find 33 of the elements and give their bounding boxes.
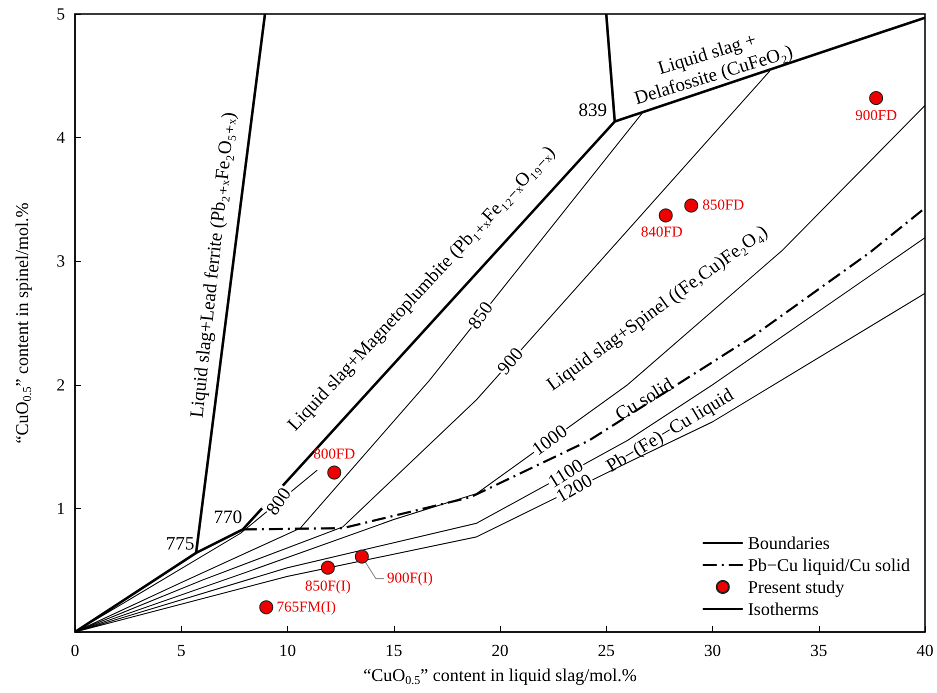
x-tick-label: 5: [177, 641, 186, 660]
annotation: Liquid slag+Lead ferrite (Pb₂₊ₓFe₂O₅₊ₓ): [186, 111, 240, 419]
annotation: 800: [262, 484, 296, 520]
y-axis-title: “CuO0.5” content in spinel/mol.%: [12, 202, 34, 444]
y-tick-label: 5: [56, 4, 65, 24]
legend-label: Boundaries: [748, 533, 830, 553]
x-tick-label: 20: [492, 641, 508, 660]
x-tick-label: 40: [916, 641, 934, 660]
annotation: 770: [214, 506, 242, 528]
x-tick-label: 30: [704, 641, 721, 660]
y-tick-label: 3: [56, 252, 65, 271]
x-tick-label: 35: [810, 641, 828, 660]
y-tick-label: 4: [56, 128, 66, 148]
x-tick-label: 25: [598, 641, 615, 660]
annotation: 850: [464, 298, 498, 334]
annotation: 775: [166, 533, 194, 554]
x-tick-label: 15: [385, 641, 402, 660]
annotation: 850F(I): [304, 578, 351, 595]
annotation: 800FD: [313, 446, 356, 463]
annotation: 765FM(I): [276, 599, 336, 616]
legend-label: Pb−Cu liquid/Cu solid: [748, 555, 910, 575]
x-tick-label: 10: [279, 641, 296, 660]
annotation: 900: [493, 344, 528, 379]
annotation: 1000: [528, 420, 572, 460]
x-tick-label: 0: [70, 641, 80, 660]
annotation: 839: [578, 100, 607, 122]
y-tick-label: 2: [56, 375, 65, 394]
legend-label: Isotherms: [748, 599, 819, 619]
annotation: 900FD: [855, 108, 898, 124]
y-tick-label: 1: [56, 498, 65, 518]
legend-label: Present study: [748, 577, 844, 597]
annotation: 900F(I): [386, 570, 433, 587]
annotation: 850FD: [702, 198, 744, 214]
